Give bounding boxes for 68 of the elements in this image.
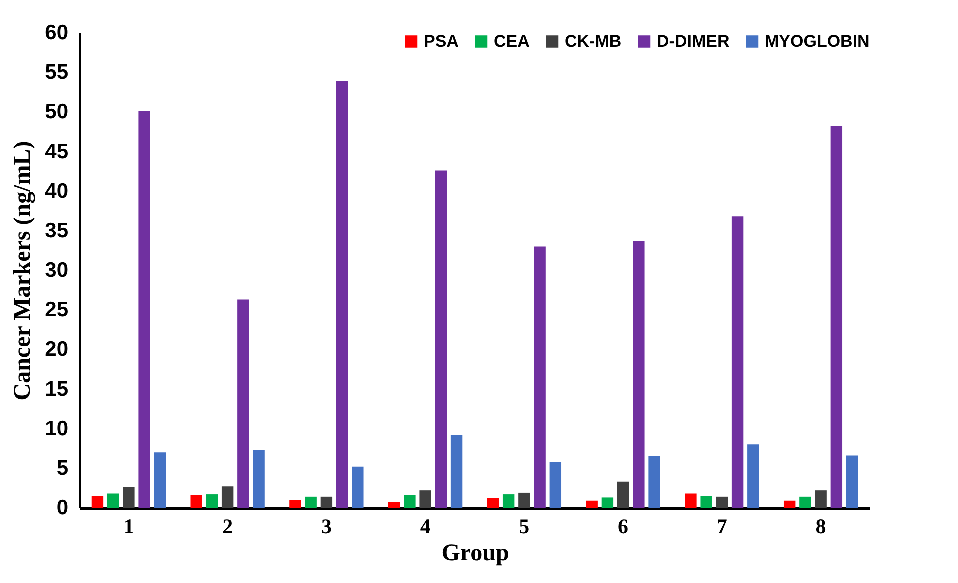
bar bbox=[800, 496, 812, 508]
bar bbox=[550, 462, 562, 508]
bar bbox=[700, 496, 712, 508]
y-tick-label: 20 bbox=[45, 338, 68, 362]
x-tick-label: 5 bbox=[519, 514, 530, 538]
bar bbox=[253, 450, 265, 508]
bar bbox=[154, 452, 166, 508]
bar bbox=[388, 502, 400, 508]
y-tick-label: 55 bbox=[45, 61, 69, 84]
bar bbox=[92, 496, 104, 508]
bar bbox=[846, 456, 858, 508]
bar bbox=[633, 241, 645, 508]
bar bbox=[716, 496, 728, 508]
legend-label: CK-MB bbox=[565, 32, 622, 51]
bar bbox=[487, 498, 500, 508]
legend-label: PSA bbox=[424, 32, 459, 51]
bar bbox=[206, 494, 218, 508]
bar bbox=[123, 487, 135, 508]
y-tick-label: 30 bbox=[45, 259, 68, 282]
bar bbox=[107, 494, 120, 508]
x-tick-label: 4 bbox=[420, 514, 432, 538]
bar bbox=[617, 482, 630, 508]
bar bbox=[685, 494, 697, 508]
bar bbox=[420, 490, 432, 508]
bar bbox=[138, 111, 150, 508]
bar bbox=[450, 435, 463, 508]
y-tick-label: 40 bbox=[45, 180, 68, 203]
x-tick-label: 2 bbox=[222, 514, 234, 538]
x-tick-label: 8 bbox=[816, 514, 826, 538]
bar bbox=[336, 81, 348, 508]
y-tick-label: 35 bbox=[45, 219, 69, 242]
y-tick-label: 25 bbox=[45, 298, 69, 322]
bar bbox=[732, 216, 744, 508]
bar bbox=[320, 496, 333, 508]
bar bbox=[435, 170, 448, 508]
bar bbox=[518, 492, 530, 508]
y-tick-label: 0 bbox=[56, 496, 68, 520]
x-tick-label: 7 bbox=[716, 514, 728, 538]
y-axis-title: Cancer Markers (ng/mL) bbox=[10, 141, 36, 401]
bar bbox=[815, 490, 827, 508]
bar bbox=[502, 494, 515, 508]
bar bbox=[586, 500, 598, 508]
y-tick-label: 5 bbox=[56, 456, 69, 480]
bar bbox=[748, 444, 760, 508]
bar bbox=[238, 300, 250, 508]
x-axis-title: Group bbox=[442, 540, 510, 566]
y-tick-label: 50 bbox=[45, 100, 68, 124]
bar bbox=[290, 500, 302, 508]
bar bbox=[305, 496, 317, 508]
bar bbox=[784, 500, 796, 508]
bar bbox=[190, 495, 202, 508]
x-tick-label: 6 bbox=[618, 514, 629, 538]
y-tick-label: 60 bbox=[45, 22, 68, 44]
bar bbox=[830, 126, 843, 508]
x-tick-label: 1 bbox=[124, 514, 134, 538]
bar bbox=[404, 495, 416, 508]
x-tick-label: 3 bbox=[321, 514, 332, 538]
bar bbox=[602, 498, 614, 508]
legend-label: CEA bbox=[494, 32, 530, 51]
bar bbox=[222, 486, 234, 508]
y-tick-label: 15 bbox=[45, 378, 69, 401]
bar bbox=[534, 246, 546, 508]
y-tick-label: 45 bbox=[45, 140, 69, 164]
legend-label: D-DIMER bbox=[657, 32, 730, 51]
y-tick-label: 10 bbox=[45, 417, 68, 440]
bar bbox=[648, 456, 660, 508]
legend-label: MYOGLOBIN bbox=[765, 32, 870, 51]
bar bbox=[352, 466, 364, 508]
